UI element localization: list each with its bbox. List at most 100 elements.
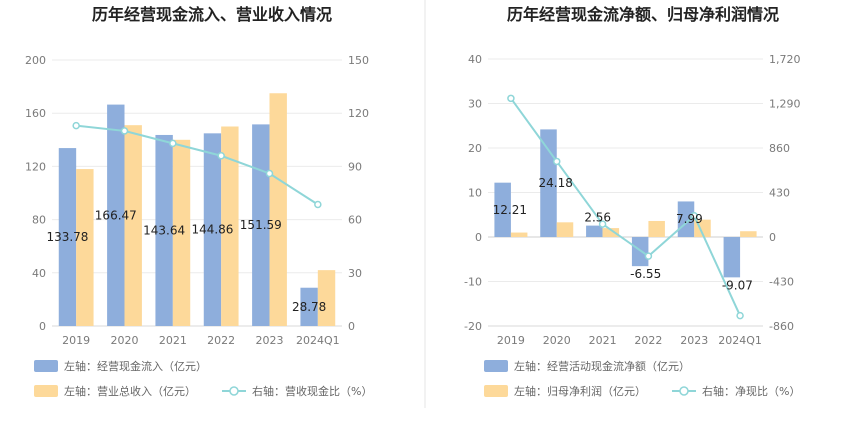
- bar-data-label: -9.07: [722, 278, 753, 292]
- ratio-point: [644, 252, 653, 260]
- bar-primary: [252, 124, 270, 326]
- legend-label: 左轴：经营活动现金流净额（亿元）: [514, 359, 690, 373]
- x-axis-tick: 2024Q1: [718, 334, 762, 347]
- right-axis-tick: 0: [769, 231, 776, 244]
- right-axis-tick: 90: [348, 160, 362, 173]
- chart-title: 历年经营现金流净额、归母净利润情况: [507, 5, 779, 24]
- x-axis-tick: 2022: [634, 334, 662, 347]
- x-axis-tick: 2022: [207, 334, 235, 347]
- legend-swatch-point: [229, 386, 239, 396]
- bar-secondary: [317, 270, 336, 326]
- ratio-point: [169, 139, 177, 148]
- bar-primary: [107, 104, 125, 326]
- bar-primary: [300, 287, 318, 326]
- chart-title: 历年经营现金流入、营业收入情况: [92, 5, 332, 24]
- bar-data-label: 133.78: [46, 230, 88, 244]
- bar-secondary: [648, 220, 665, 237]
- bar-secondary: [172, 139, 191, 326]
- bar-data-label: -6.55: [630, 267, 661, 281]
- left-axis-tick: 80: [32, 214, 46, 227]
- ratio-point: [314, 200, 322, 209]
- left-axis-tick: 200: [25, 54, 46, 67]
- left-axis-tick: 0: [475, 231, 482, 244]
- bar-data-label: 166.47: [95, 208, 137, 222]
- legend-label: 左轴：归母净利润（亿元）: [514, 384, 646, 398]
- ratio-point: [598, 220, 607, 228]
- ratio-point: [690, 212, 698, 220]
- left-axis-tick: 30: [468, 98, 482, 111]
- bar-secondary: [269, 93, 287, 326]
- legend-swatch-bar: [484, 385, 508, 397]
- x-axis-tick: 2020: [543, 334, 571, 347]
- bar-secondary: [221, 126, 239, 326]
- ratio-line: [510, 97, 741, 317]
- right-axis-tick: -860: [769, 320, 794, 333]
- x-axis-tick: 2020: [111, 334, 139, 347]
- x-axis-tick: 2021: [589, 334, 617, 347]
- legend-swatch-bar: [34, 360, 58, 372]
- bar-primary: [723, 237, 741, 278]
- x-axis-tick: 2024Q1: [296, 334, 340, 347]
- bar-primary: [58, 148, 77, 326]
- x-axis-tick: 2021: [159, 334, 187, 347]
- right-axis-tick: 860: [769, 142, 790, 155]
- left-axis-tick: 40: [468, 53, 482, 66]
- ratio-point: [265, 169, 274, 178]
- bar-data-label: 144.86: [191, 223, 233, 237]
- bar-primary: [677, 201, 695, 237]
- legend-label: 右轴：净现比（%）: [702, 384, 800, 398]
- bar-secondary: [76, 169, 94, 326]
- left-axis-tick: 120: [25, 160, 46, 173]
- left-axis-tick: 0: [39, 320, 46, 333]
- bar-data-label: 7.99: [676, 212, 703, 226]
- left-axis-tick: 20: [468, 142, 482, 155]
- ratio-point: [120, 127, 129, 135]
- legend-label: 右轴：营收现金比（%）: [252, 384, 372, 398]
- right-axis-tick: -430: [769, 276, 794, 289]
- bar-secondary: [602, 228, 620, 237]
- left-axis-tick: -20: [464, 320, 482, 333]
- ratio-point: [736, 311, 744, 320]
- x-axis-tick: 2019: [62, 334, 90, 347]
- left-axis-tick: 40: [32, 267, 46, 280]
- x-axis-tick: 2019: [497, 334, 525, 347]
- right-axis-tick: 60: [348, 214, 362, 227]
- left-axis-tick: -10: [464, 276, 482, 289]
- right-axis-tick: 430: [769, 187, 790, 200]
- left-axis-tick: 160: [25, 107, 46, 120]
- right-axis-tick: 120: [348, 107, 369, 120]
- right-axis-tick: 30: [348, 267, 362, 280]
- bar-secondary: [510, 232, 528, 237]
- legend-swatch-bar: [34, 385, 58, 397]
- bar-secondary: [124, 125, 142, 326]
- left-axis-tick: 10: [468, 187, 482, 200]
- bar-primary: [494, 182, 511, 237]
- bar-data-label: 2.56: [584, 211, 611, 225]
- bar-primary: [203, 133, 222, 326]
- bar-primary: [155, 134, 173, 326]
- bar-data-label: 28.78: [292, 300, 326, 314]
- ratio-line: [76, 124, 319, 206]
- right-axis-tick: 1,720: [769, 53, 801, 66]
- right-axis-tick: 1,290: [769, 98, 801, 111]
- ratio-point: [217, 152, 225, 160]
- bar-data-label: 12.21: [493, 203, 527, 217]
- x-axis-tick: 2023: [256, 334, 284, 347]
- ratio-point: [72, 121, 80, 130]
- bar-data-label: 151.59: [240, 218, 282, 232]
- bar-primary: [586, 225, 603, 237]
- legend-swatch-bar: [484, 360, 508, 372]
- bar-secondary: [740, 231, 757, 237]
- bar-secondary: [556, 222, 574, 237]
- legend-label: 左轴：营业总收入（亿元）: [64, 384, 196, 398]
- bar-data-label: 143.64: [143, 223, 185, 237]
- bar-data-label: 24.18: [539, 176, 573, 190]
- legend-swatch-point: [679, 386, 689, 396]
- x-axis-tick: 2023: [680, 334, 708, 347]
- legend-label: 左轴：经营现金流入（亿元）: [64, 359, 207, 373]
- ratio-point: [507, 94, 515, 103]
- right-axis-tick: 150: [348, 54, 369, 67]
- ratio-point: [553, 157, 561, 166]
